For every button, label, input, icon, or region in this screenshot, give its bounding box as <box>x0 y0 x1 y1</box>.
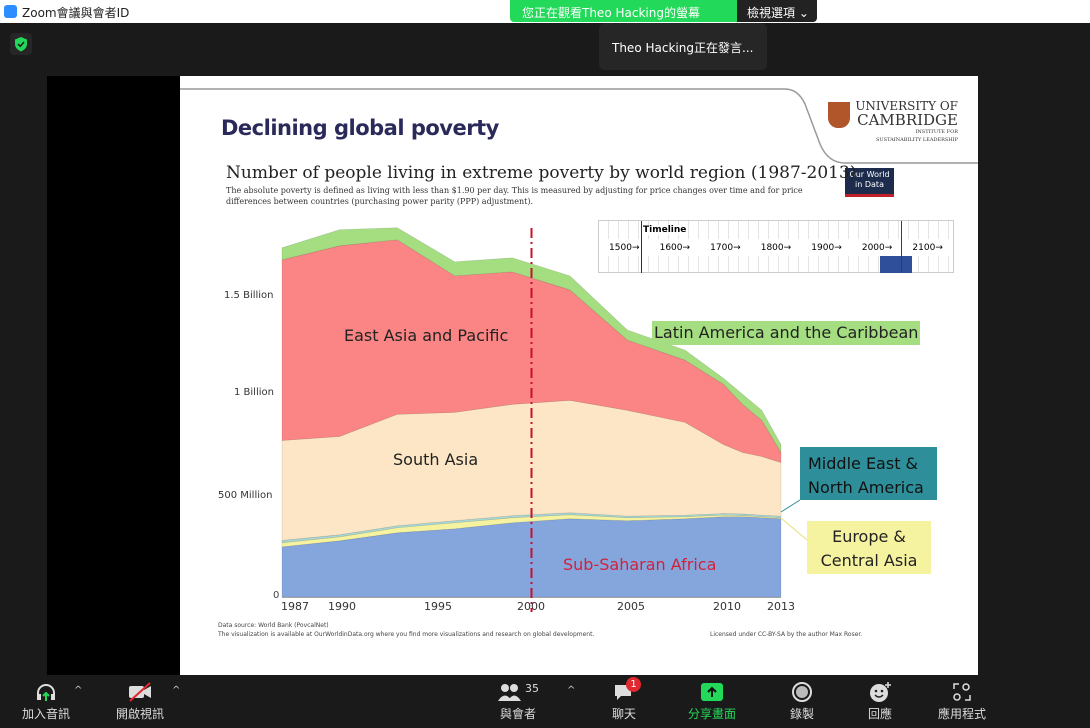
zoom-camera-icon <box>4 5 17 18</box>
apps-button[interactable]: 應用程式 <box>932 679 992 722</box>
apps-label: 應用程式 <box>937 707 986 721</box>
timeline-tick: 1900→ <box>811 242 842 253</box>
timeline-tick: 1700→ <box>710 242 741 253</box>
cambridge-crest-icon <box>828 102 850 128</box>
view-options-label: 檢視選項 <box>747 6 796 20</box>
timeline-tick: 1800→ <box>760 242 792 253</box>
y-tick-label: 500 Million <box>218 490 273 501</box>
view-options-button[interactable]: 檢視選項 ⌄ <box>737 0 817 22</box>
record-button[interactable]: 錄製 <box>780 679 824 722</box>
record-label: 錄製 <box>789 707 814 721</box>
start-video-button[interactable]: 開啟視訊 <box>108 679 172 722</box>
y-tick-label: 1.5 Billion <box>224 290 274 301</box>
x-tick-label: 1990 <box>328 600 356 613</box>
chevron-down-icon: ⌄ <box>798 6 809 20</box>
participants-button[interactable]: 35 與會者 <box>490 679 546 722</box>
license-note: Licensed under CC-BY-SA by the author Ma… <box>710 631 863 638</box>
owid-logo: Our World in Data <box>845 168 894 197</box>
logo-line: UNIVERSITY OF <box>855 99 958 113</box>
y-tick-label: 0 <box>273 590 280 601</box>
cambridge-logo: UNIVERSITY OF CAMBRIDGE INSTITUTE FOR SU… <box>828 100 958 144</box>
x-tick-label: 2013 <box>767 600 795 613</box>
x-tick-label: 2005 <box>617 600 645 613</box>
x-tick-label: 2000 <box>517 600 545 613</box>
timeline-tick: 2000→ <box>861 242 893 253</box>
participants-label: 與會者 <box>499 707 536 721</box>
join-audio-label: 加入音訊 <box>21 707 70 721</box>
x-tick-label: 2010 <box>713 600 741 613</box>
chat-badge: 1 <box>626 677 641 692</box>
participants-caret-icon[interactable]: ^ <box>567 685 576 696</box>
chart-subtitle: The absolute poverty is defined as livin… <box>226 186 803 206</box>
video-caret-icon[interactable]: ^ <box>172 685 181 696</box>
reactions-label: 回應 <box>867 707 892 721</box>
headphones-icon <box>14 679 78 705</box>
timeline-title: Timeline <box>643 225 687 235</box>
x-tick-label: 1987 <box>281 600 309 613</box>
share-screen-button[interactable]: 分享畫面 <box>680 679 744 722</box>
start-video-label: 開啟視訊 <box>115 707 164 721</box>
security-shield-icon[interactable] <box>10 33 32 55</box>
active-speaker-indicator: Theo Hacking正在發言... <box>599 23 767 70</box>
window-title: Zoom會議與會者ID <box>22 6 130 20</box>
availability-note: The visualization is available at OurWor… <box>218 631 595 638</box>
slide-title: Declining global poverty <box>221 116 499 140</box>
participants-count: 35 <box>525 681 539 695</box>
timeline-tick: 2100→ <box>912 242 943 253</box>
data-source: Data source: World Bank (PovcalNet) <box>218 622 329 629</box>
share-screen-label: 分享畫面 <box>687 707 736 721</box>
timeline-highlight <box>880 256 912 273</box>
apps-icon <box>932 679 992 705</box>
reactions-button[interactable]: 回應 <box>858 679 902 722</box>
chart-title: Number of people living in extreme pover… <box>226 163 857 183</box>
logo-line: SUSTAINABILITY LEADERSHIP <box>876 137 958 143</box>
timeline-ticks: 1500→ 1600→ 1700→ 1800→ 1900→ 2000→ 2100→ <box>599 239 953 256</box>
video-off-icon <box>108 679 172 705</box>
share-arrow-icon <box>680 679 744 705</box>
series-label-middle-east: Middle East & North America <box>800 447 937 500</box>
logo-line: CAMBRIDGE <box>857 111 958 129</box>
meeting-toolbar: 加入音訊 ^ 開啟視訊 ^ 35 與會者 ^ 聊天 1 分享畫面 錄製 回應 應用… <box>0 675 1090 728</box>
series-label-latin-america: Latin America and the Caribbean <box>652 321 920 345</box>
timeline-tick: 1600→ <box>659 242 691 253</box>
timeline: Timeline 1500→ 1600→ 1700→ 1800→ 1900→ 2000→ 2… <box>598 220 954 273</box>
join-audio-button[interactable]: 加入音訊 <box>14 679 78 722</box>
y-tick-label: 1 Billion <box>234 387 274 398</box>
series-label-east-asia: East Asia and Pacific <box>344 326 509 345</box>
logo-line: INSTITUTE FOR <box>915 129 958 135</box>
audio-caret-icon[interactable]: ^ <box>74 685 83 696</box>
series-label-sub-saharan-africa: Sub-Saharan Africa <box>563 555 717 574</box>
x-tick-label: 1995 <box>424 600 452 613</box>
header-curve <box>180 88 978 164</box>
record-icon <box>780 679 824 705</box>
chat-label: 聊天 <box>611 707 636 721</box>
viewing-banner: 您正在觀看Theo Hacking的螢幕 <box>510 0 737 22</box>
participants-icon <box>498 684 521 701</box>
series-label-south-asia: South Asia <box>393 450 479 469</box>
series-label-europe: Europe & Central Asia <box>807 521 931 574</box>
timeline-tick: 1500→ <box>609 242 640 253</box>
smiley-plus-icon <box>858 679 902 705</box>
